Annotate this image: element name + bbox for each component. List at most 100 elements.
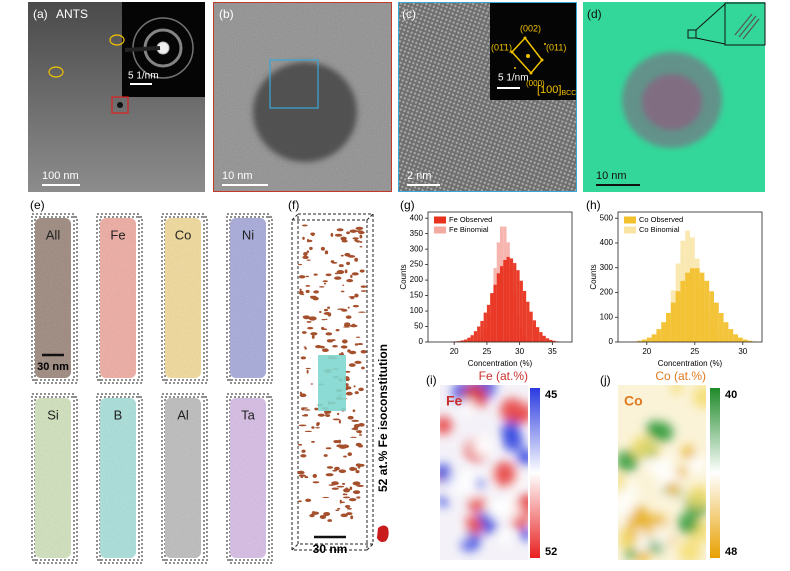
blob <box>455 528 469 541</box>
y-tick-label: 150 <box>410 291 424 300</box>
isosurface <box>344 504 351 509</box>
isosurface <box>356 484 365 487</box>
x-tick-label: 25 <box>482 347 491 356</box>
histogram-bar <box>642 339 647 342</box>
isosurface <box>330 232 334 237</box>
y-tick-label: 500 <box>600 213 614 222</box>
panel-label: (c) <box>402 7 416 21</box>
outline <box>226 213 270 381</box>
fft-square <box>510 36 543 75</box>
isosurface <box>311 426 315 429</box>
isosurface <box>350 515 354 520</box>
isosurface <box>300 407 309 409</box>
isosurface <box>297 263 303 266</box>
isosurface <box>333 439 340 444</box>
isosurface <box>346 279 354 283</box>
isosurface <box>304 409 311 411</box>
histogram-bar <box>509 258 514 342</box>
isosurface <box>348 498 357 502</box>
zone-subscript: BCC <box>561 90 576 97</box>
isosurface <box>358 431 362 434</box>
isosurface <box>353 467 358 471</box>
isosurface <box>356 496 361 499</box>
isosurface <box>305 367 311 370</box>
isosurface <box>343 488 351 493</box>
colorbar-tick: 48 <box>725 546 737 558</box>
scale-label: 2 nm <box>407 170 431 182</box>
isosurface <box>318 286 325 288</box>
isosurface <box>301 449 306 453</box>
isosurface <box>302 255 309 260</box>
histogram-bar <box>516 270 520 342</box>
isosurface <box>359 434 363 436</box>
isosurface <box>329 339 333 343</box>
isosurface <box>345 315 352 319</box>
y-tick-label: 200 <box>600 288 614 297</box>
spot-label: (011) <box>546 42 566 52</box>
isosurface <box>343 455 347 458</box>
isosurface <box>320 246 325 251</box>
isosurface <box>323 454 328 457</box>
isosurface <box>305 498 312 502</box>
legend-swatch <box>434 226 446 234</box>
isosurface <box>298 424 307 427</box>
isosurface <box>324 412 328 415</box>
isosurface <box>299 288 302 291</box>
rod-noise <box>35 398 71 558</box>
histogram-bar <box>545 338 550 342</box>
isosurface <box>304 430 313 433</box>
isosurface <box>353 385 356 388</box>
y-tick-label: 400 <box>410 213 424 222</box>
histogram-bar <box>728 329 734 342</box>
isosurface <box>334 276 342 280</box>
blob <box>621 478 642 500</box>
isosurface <box>323 308 329 312</box>
isosurface <box>325 473 334 477</box>
histogram-bar <box>699 272 705 342</box>
isosurface <box>359 234 363 239</box>
histogram-bar <box>714 302 719 342</box>
isosurface <box>324 250 329 255</box>
colorbar <box>530 388 540 558</box>
isosurface <box>338 439 342 444</box>
histogram-bar <box>483 312 487 342</box>
blob <box>459 398 477 415</box>
isosurface <box>340 290 345 293</box>
x-tick-label: 20 <box>450 347 459 356</box>
isosurface <box>309 246 313 250</box>
y-tick-label: 200 <box>410 275 424 284</box>
outline <box>96 213 140 381</box>
blob <box>497 528 514 545</box>
isosurface <box>300 454 307 458</box>
blob <box>653 422 674 443</box>
histogram-bar <box>549 339 553 342</box>
x-axis-label: Concentration (%) <box>658 359 723 368</box>
isosurface <box>312 481 320 484</box>
isosurface <box>313 273 318 276</box>
isosurface <box>355 469 360 474</box>
blob <box>681 445 695 460</box>
y-tick-label: 400 <box>600 238 614 247</box>
scale-label: 10 nm <box>596 170 627 182</box>
isosurface <box>311 233 315 237</box>
isosurface <box>345 493 348 496</box>
histogram-bar <box>733 334 738 342</box>
rod-noise <box>165 398 201 558</box>
isosurface <box>338 353 345 356</box>
blob <box>440 416 453 435</box>
scale-label: 10 nm <box>222 170 253 182</box>
isosurface <box>358 387 364 392</box>
blob <box>500 421 521 441</box>
blob <box>689 455 706 474</box>
core <box>642 74 702 130</box>
x-tick-label: 30 <box>738 347 747 356</box>
isosurface <box>355 442 362 447</box>
y-tick-label: 100 <box>410 306 424 315</box>
isosurface <box>325 318 328 320</box>
element-label: Si <box>47 407 59 422</box>
spot-label: (01̄1) <box>491 42 512 52</box>
isosurface <box>313 290 319 294</box>
y-tick-label: 300 <box>600 263 614 272</box>
legend-swatch <box>624 226 636 234</box>
blob <box>687 484 706 509</box>
